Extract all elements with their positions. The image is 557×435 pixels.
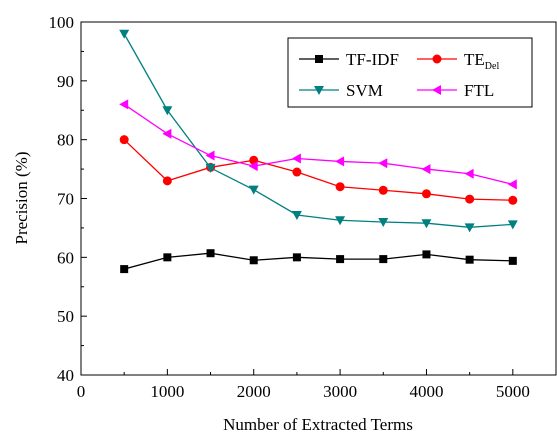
data-point xyxy=(378,218,389,228)
series-ftl xyxy=(119,99,517,190)
legend-label: TF-IDF xyxy=(346,50,399,69)
y-tick-label: 80 xyxy=(57,131,74,150)
data-point xyxy=(508,195,518,205)
x-tick-label: 4000 xyxy=(409,382,443,401)
legend-label-text: TE xyxy=(464,50,485,69)
y-tick-label: 60 xyxy=(57,248,74,267)
data-point xyxy=(421,164,431,175)
data-point xyxy=(291,153,301,164)
legend-entry: FTL xyxy=(417,81,494,100)
legend-entry: TEDel xyxy=(417,50,499,72)
data-point xyxy=(163,253,172,262)
data-point xyxy=(465,255,474,264)
x-axis-title: Number of Extracted Terms xyxy=(223,415,413,434)
data-point xyxy=(335,182,345,192)
legend-label-text: TF-IDF xyxy=(346,50,399,69)
series-tf-idf xyxy=(120,249,517,274)
series-svm xyxy=(119,29,518,233)
data-point xyxy=(421,219,432,229)
data-point xyxy=(120,265,129,274)
legend-marker xyxy=(432,54,442,64)
data-point xyxy=(421,189,431,199)
data-point xyxy=(205,163,216,173)
x-tick-label: 5000 xyxy=(496,382,530,401)
legend-label: TEDel xyxy=(464,50,499,72)
data-point xyxy=(119,29,130,39)
legend-label: SVM xyxy=(346,81,383,100)
data-point xyxy=(292,167,302,177)
series-te xyxy=(119,135,518,205)
data-point xyxy=(336,255,345,264)
legend-marker xyxy=(432,85,441,95)
data-point xyxy=(248,185,259,195)
legend-marker xyxy=(315,55,323,63)
data-point xyxy=(508,256,517,265)
x-tick-label: 2000 xyxy=(237,382,271,401)
data-point xyxy=(162,106,173,116)
y-tick-label: 90 xyxy=(57,72,74,91)
data-point xyxy=(507,179,517,190)
series-line xyxy=(123,33,513,228)
series-layer xyxy=(119,29,518,274)
legend-marker xyxy=(314,86,324,95)
data-point xyxy=(465,194,475,204)
data-point xyxy=(292,253,301,262)
data-point xyxy=(248,161,258,172)
data-point xyxy=(119,99,129,110)
data-point xyxy=(291,210,302,220)
data-point xyxy=(379,255,388,264)
data-point xyxy=(119,135,129,145)
y-tick-label: 100 xyxy=(49,13,75,32)
x-tick-label: 1000 xyxy=(150,382,184,401)
data-point xyxy=(162,128,172,139)
legend-label-text: SVM xyxy=(346,81,383,100)
data-point xyxy=(464,223,475,233)
legend-entry: SVM xyxy=(299,81,383,100)
data-point xyxy=(335,156,345,167)
series-line xyxy=(123,103,513,186)
data-point xyxy=(464,168,474,179)
data-point xyxy=(205,150,215,161)
y-tick-label: 70 xyxy=(57,190,74,209)
y-tick-label: 40 xyxy=(57,366,74,385)
data-point xyxy=(162,176,172,186)
legend-items: TF-IDF TEDel SVM FTL xyxy=(299,50,499,100)
axis-ticks: 0 1000 2000 3000 4000 5000 40 50 60 70 80 90 100 xyxy=(49,13,530,401)
y-axis-title: Precision (%) xyxy=(12,151,31,244)
legend-label: FTL xyxy=(464,81,494,100)
data-point xyxy=(378,185,388,195)
legend: TF-IDF TEDel SVM FTL xyxy=(287,37,533,108)
legend-label-subscript: Del xyxy=(485,61,500,72)
x-tick-label: 3000 xyxy=(323,382,357,401)
y-tick-label: 50 xyxy=(57,307,74,326)
legend-box xyxy=(287,37,533,108)
series-line xyxy=(124,252,513,270)
data-point xyxy=(422,250,431,259)
data-point xyxy=(378,158,388,169)
x-tick-label: 0 xyxy=(77,382,86,401)
legend-label-text: FTL xyxy=(464,81,494,100)
series-line xyxy=(123,139,513,201)
data-point xyxy=(507,220,518,230)
data-point xyxy=(206,249,215,258)
legend-entry: TF-IDF xyxy=(299,50,399,69)
data-point xyxy=(249,256,258,265)
data-point xyxy=(335,216,346,226)
